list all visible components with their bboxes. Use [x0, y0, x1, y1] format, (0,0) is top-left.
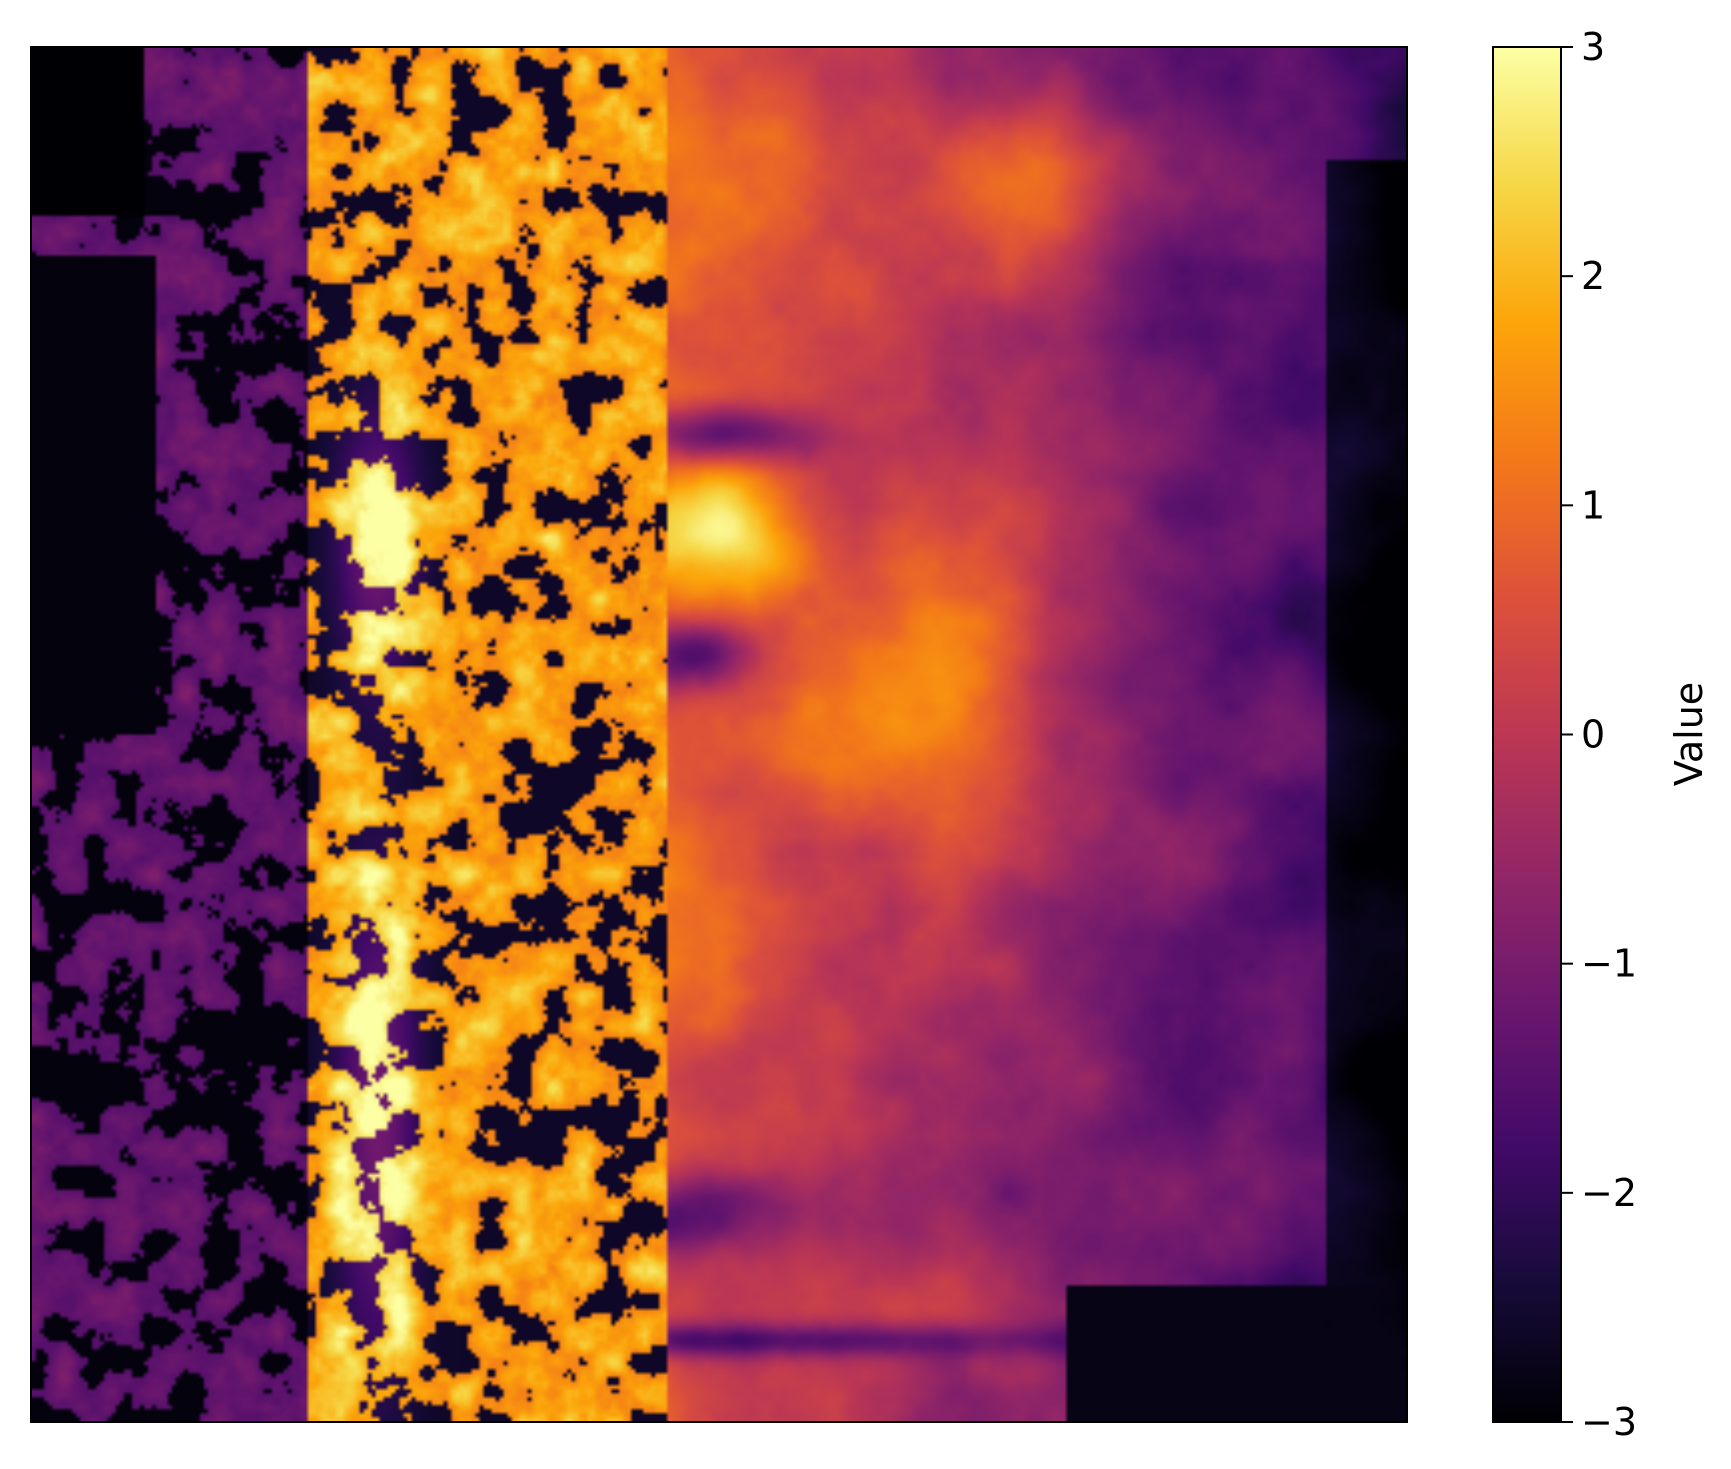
colorbar-tick-label: 1 — [1581, 483, 1605, 527]
colorbar-tick-label: −2 — [1581, 1171, 1637, 1215]
heatmap-plot-area — [30, 46, 1408, 1423]
heatmap-image — [32, 48, 1406, 1421]
colorbar-tick-label: 2 — [1581, 254, 1605, 298]
colorbar-tick-label: −3 — [1581, 1400, 1637, 1444]
colorbar-tick-label: 0 — [1581, 713, 1605, 757]
colorbar-tick-label: −1 — [1581, 942, 1637, 986]
colorbar-label: Value — [1667, 682, 1711, 786]
colorbar-tick-label: 3 — [1581, 25, 1605, 69]
colorbar-ticks: −3 −2 −1 0 1 2 3 — [1561, 25, 1637, 1444]
colorbar-gradient — [1492, 46, 1562, 1423]
